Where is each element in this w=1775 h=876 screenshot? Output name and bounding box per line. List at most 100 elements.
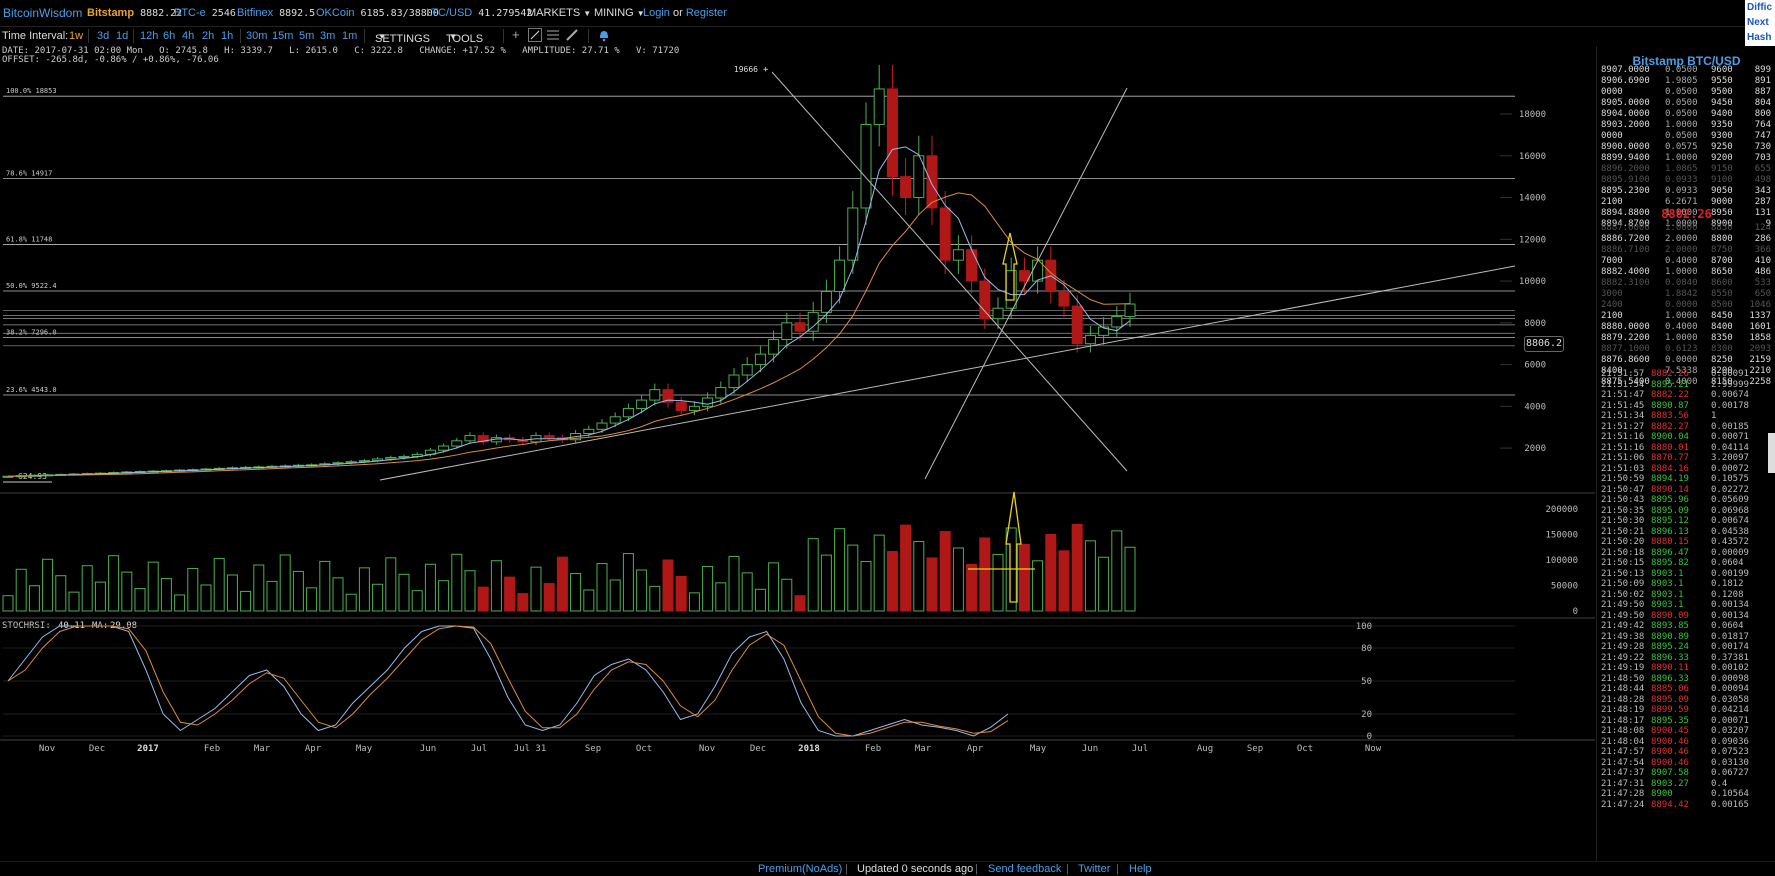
trade-time: 21:48:17 bbox=[1601, 715, 1645, 726]
price-axis-label: 6000 bbox=[1524, 361, 1546, 371]
trade-row: 21:51:45 8890.87 0.00178 bbox=[1601, 401, 1771, 412]
interval-1d[interactable]: 1d bbox=[116, 30, 129, 42]
exchange-okcoin[interactable]: OKCoin 6185.83/38800 bbox=[316, 7, 439, 19]
orderbook-cell: 286 bbox=[1754, 234, 1771, 244]
rsi-axis-label: 0 bbox=[1367, 732, 1372, 742]
orderbook-cell: 800 bbox=[1754, 109, 1771, 119]
trade-row: 21:48:28 8895.09 0.03058 bbox=[1601, 695, 1771, 706]
help-link[interactable]: Help bbox=[1129, 863, 1152, 875]
candle bbox=[1124, 303, 1136, 318]
tools-menu[interactable]: TOOLS ▼ bbox=[446, 32, 484, 45]
trade-amount: 1 bbox=[1711, 411, 1717, 421]
login-link[interactable]: Login bbox=[643, 7, 670, 19]
trade-price: 8900.46 bbox=[1651, 736, 1689, 747]
interval-15m[interactable]: 15m bbox=[272, 30, 294, 42]
trade-amount: 0.00071 bbox=[1711, 432, 1749, 442]
orderbook-cell: 2159 bbox=[1749, 355, 1771, 365]
difficulty-box[interactable]: Diffic Next Hash bbox=[1745, 0, 1775, 46]
twitter-link[interactable]: Twitter bbox=[1078, 863, 1111, 875]
time-interval-label: Time Interval: bbox=[2, 30, 69, 42]
interval-30m[interactable]: 30m bbox=[246, 30, 268, 42]
orderbook-cell: 8850 bbox=[1711, 223, 1733, 233]
trade-row: 21:51:34 8883.56 1 bbox=[1601, 411, 1771, 422]
trade-amount: 0.00091 bbox=[1711, 369, 1749, 379]
trade-price: 8896.33 bbox=[1651, 673, 1689, 684]
volume-bar bbox=[134, 588, 146, 612]
register-link[interactable]: Register bbox=[685, 7, 727, 19]
interval-3d[interactable]: 3d bbox=[97, 30, 110, 42]
orderbook-cell: 410 bbox=[1754, 256, 1771, 266]
trade-amount: 0.00009 bbox=[1711, 547, 1749, 558]
orderbook-cell: 8750 bbox=[1711, 245, 1733, 255]
volume-bar bbox=[424, 563, 436, 612]
settings-menu[interactable]: SETTINGS ▼ bbox=[375, 32, 431, 45]
premium-link[interactable]: Premium(NoAds) bbox=[758, 863, 843, 875]
chart-canvas[interactable]: 1800016000140001200010000800060004000200… bbox=[0, 46, 1595, 846]
line-tool-icon[interactable] bbox=[528, 28, 542, 45]
orderbook-cell: 0.0500 bbox=[1665, 131, 1698, 141]
trade-price: 8880.15 bbox=[1651, 537, 1689, 547]
interval-6h[interactable]: 6h bbox=[163, 30, 176, 42]
trade-amount: 0.4 bbox=[1711, 778, 1728, 789]
scrollbar[interactable] bbox=[1768, 433, 1775, 473]
chevron-down-icon: ▼ bbox=[583, 9, 592, 18]
x-axis-label: Aug bbox=[1197, 744, 1213, 754]
chevron-down-icon: ▼ bbox=[378, 32, 386, 41]
exchange-ltcusd[interactable]: LTC/USD 41.279542 bbox=[426, 7, 533, 19]
difficulty-label: Diffic bbox=[1747, 2, 1772, 13]
interval-3m[interactable]: 3m bbox=[320, 30, 336, 42]
orderbook-row: 3000 1.8842 8550 650 bbox=[1601, 289, 1771, 300]
exchange-btce[interactable]: BTC-e 2546 bbox=[174, 7, 236, 19]
trade-amount: 0.03058 bbox=[1711, 694, 1749, 705]
trade-time: 21:50:02 bbox=[1601, 589, 1645, 600]
volume-bar bbox=[28, 585, 40, 612]
orderbook-cell: 8600 bbox=[1711, 278, 1733, 288]
exchange-bitstamp[interactable]: Bitstamp 8882.22 bbox=[87, 7, 183, 19]
volume-bar bbox=[741, 572, 753, 612]
exchange-bitfinex[interactable]: Bitfinex 8892.5 bbox=[237, 7, 316, 19]
orderbook-cell: 8650 bbox=[1711, 267, 1733, 277]
orderbook-cell: 0.4000 bbox=[1665, 256, 1698, 266]
price-chart[interactable]: DATE: 2017-07-31 02:00 Mon O: 2745.8 H: … bbox=[0, 46, 1595, 846]
trade-amount: 0.02272 bbox=[1711, 484, 1749, 495]
candle bbox=[609, 416, 621, 424]
bell-icon[interactable] bbox=[598, 28, 610, 45]
trade-time: 21:49:28 bbox=[1601, 642, 1645, 652]
volume-bar bbox=[398, 573, 410, 612]
volume-bar bbox=[345, 593, 357, 612]
fib-label: 78.6% 14917 bbox=[6, 169, 52, 177]
volume-bar bbox=[1098, 556, 1110, 612]
orderbook-cell: 703 bbox=[1754, 153, 1771, 163]
candle bbox=[860, 123, 872, 209]
orderbook-cell: 1.0000 bbox=[1665, 120, 1698, 130]
interval-1m[interactable]: 1m bbox=[342, 30, 358, 42]
interval-1w[interactable]: 1w bbox=[69, 30, 84, 42]
fib-tool-icon[interactable] bbox=[546, 28, 560, 45]
feedback-link[interactable]: Send feedback bbox=[988, 863, 1062, 875]
interval-2h[interactable]: 2h bbox=[202, 30, 215, 42]
top-nav: BitcoinWisdom Bitstamp 8882.22 BTC-e 2546 … bbox=[0, 0, 1775, 27]
orderbook-cell: 2100 bbox=[1601, 197, 1623, 207]
price-axis-label: 12000 bbox=[1519, 235, 1546, 245]
orderbook-cell: 8894.8800 bbox=[1601, 208, 1650, 218]
trade-row: 21:50:43 8895.96 0.05609 bbox=[1601, 495, 1771, 506]
interval-4h[interactable]: 4h bbox=[182, 30, 195, 42]
mining-menu[interactable]: MINING ▼ bbox=[594, 7, 645, 19]
markets-menu[interactable]: MARKETS ▼ bbox=[527, 7, 592, 19]
trade-time: 21:48:50 bbox=[1601, 673, 1645, 684]
crosshair-tool-icon[interactable]: + bbox=[512, 27, 520, 42]
interval-5m[interactable]: 5m bbox=[299, 30, 315, 42]
interval-12h[interactable]: 12h bbox=[140, 30, 159, 42]
volume-bar bbox=[213, 558, 225, 612]
brand-logo[interactable]: BitcoinWisdom bbox=[3, 6, 83, 20]
orderbook-cell: 891 bbox=[1754, 76, 1771, 86]
eraser-tool-icon[interactable] bbox=[565, 28, 579, 45]
orderbook-cell: 486 bbox=[1754, 267, 1771, 277]
volume-bar bbox=[108, 555, 120, 612]
volume-bar bbox=[609, 579, 621, 612]
x-axis-label: Dec bbox=[750, 744, 766, 754]
orderbook-cell: 0.0500 bbox=[1665, 87, 1698, 97]
orderbook-cell: 8882.4000 bbox=[1601, 267, 1650, 277]
orderbook-cell: 8400 bbox=[1601, 366, 1623, 376]
interval-1h[interactable]: 1h bbox=[221, 30, 234, 42]
